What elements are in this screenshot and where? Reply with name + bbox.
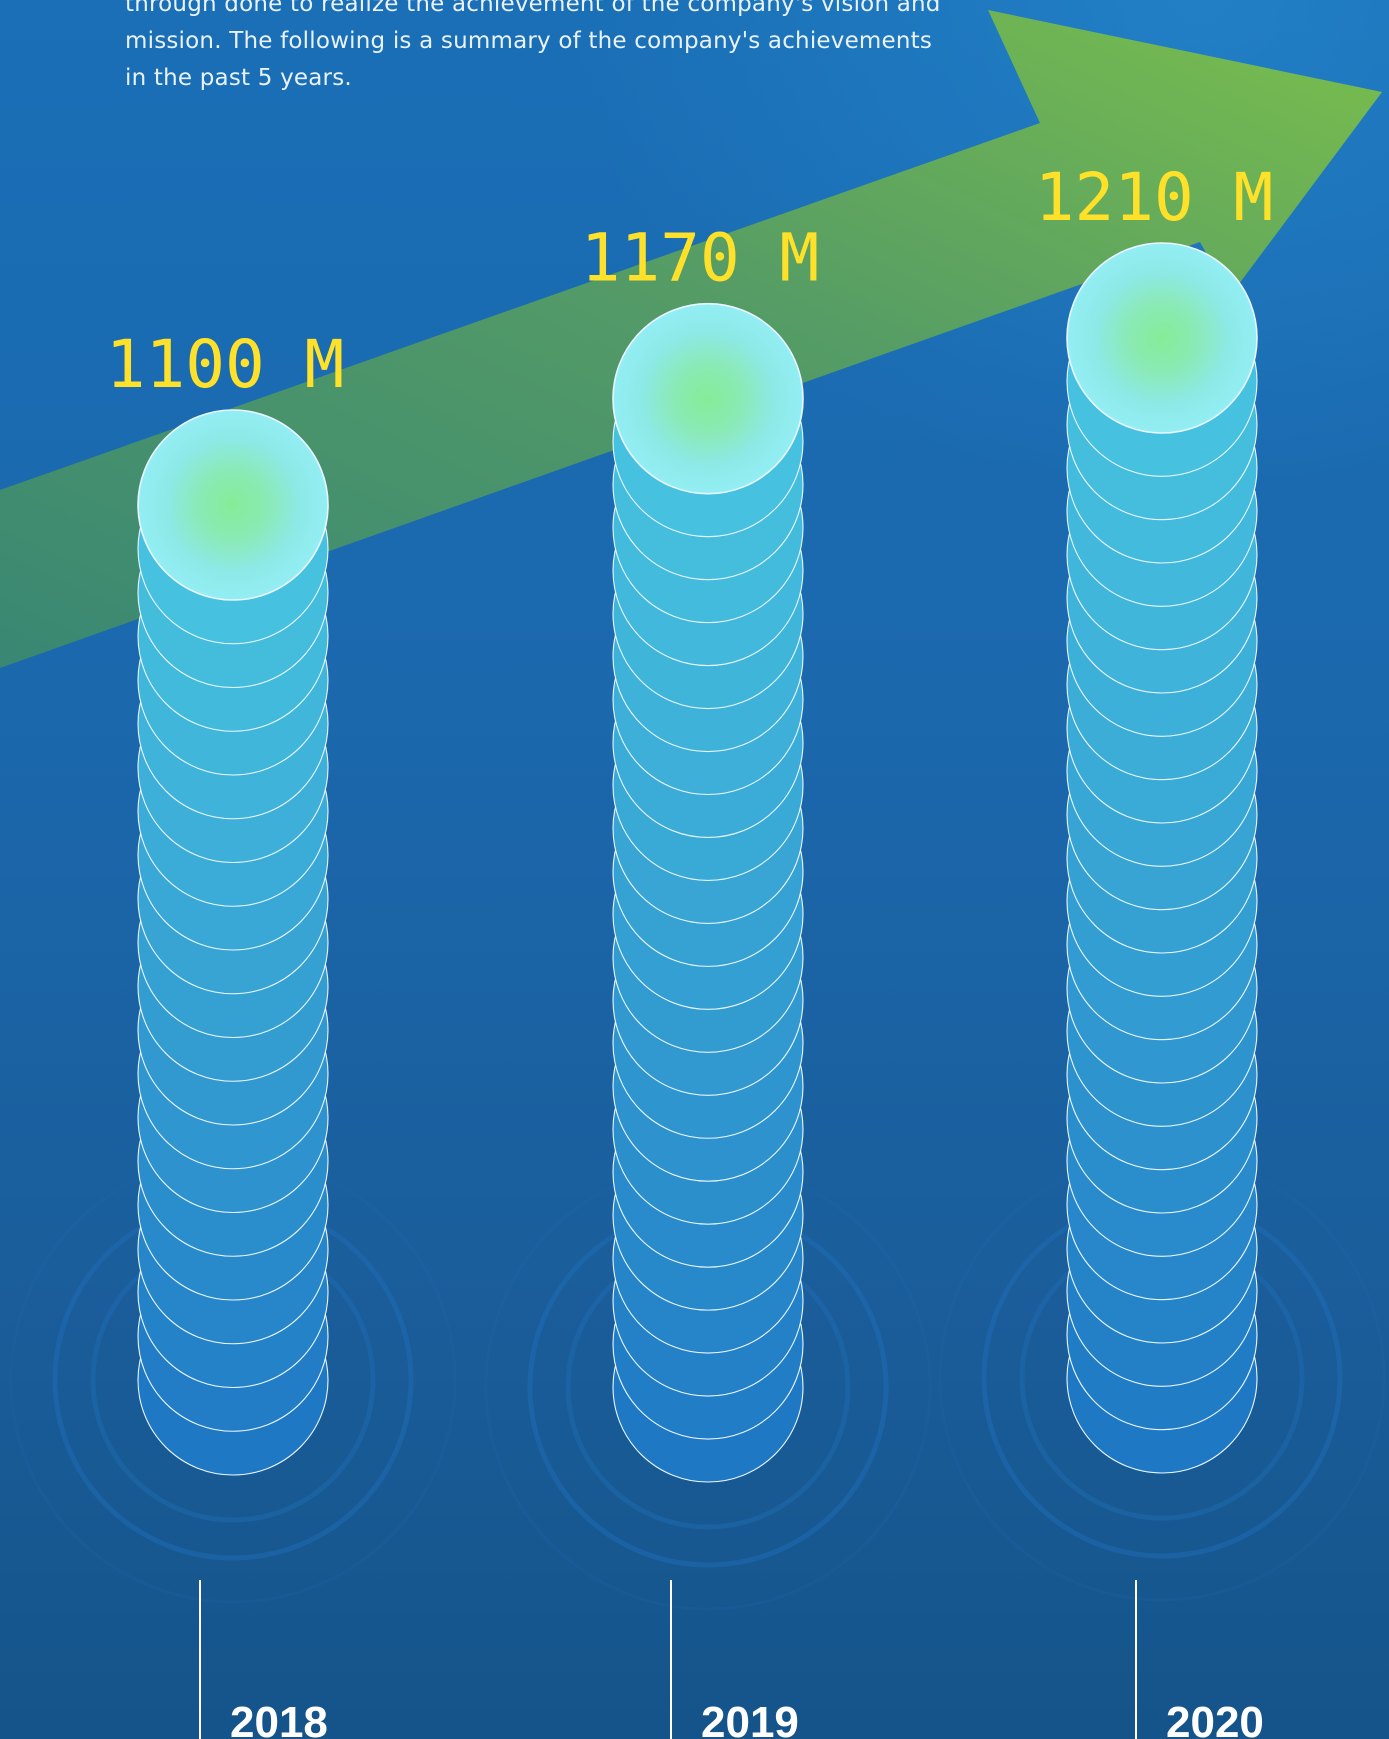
bar-top-disc — [1066, 242, 1258, 434]
value-labels: 1100 M 1170 M 1210 M — [106, 159, 1273, 403]
intro-paragraph: through done to realize the achievement … — [125, 0, 941, 91]
bar-top-disc — [612, 302, 804, 495]
bar-top-disc — [137, 409, 329, 601]
value-label: 1210 M — [1035, 159, 1273, 236]
year-label: 2019 — [701, 1698, 799, 1739]
value-label: 1100 M — [106, 326, 344, 403]
year-label: 2020 — [1166, 1698, 1264, 1739]
year-axis: 2018 2019 2020 — [199, 1580, 1264, 1739]
bar-2020 — [1066, 242, 1258, 1474]
disc-stacks — [137, 242, 1258, 1483]
bar-2019 — [612, 302, 804, 1483]
value-label: 1170 M — [581, 220, 819, 297]
bar-2018 — [137, 409, 329, 1476]
year-label: 2018 — [230, 1698, 328, 1739]
